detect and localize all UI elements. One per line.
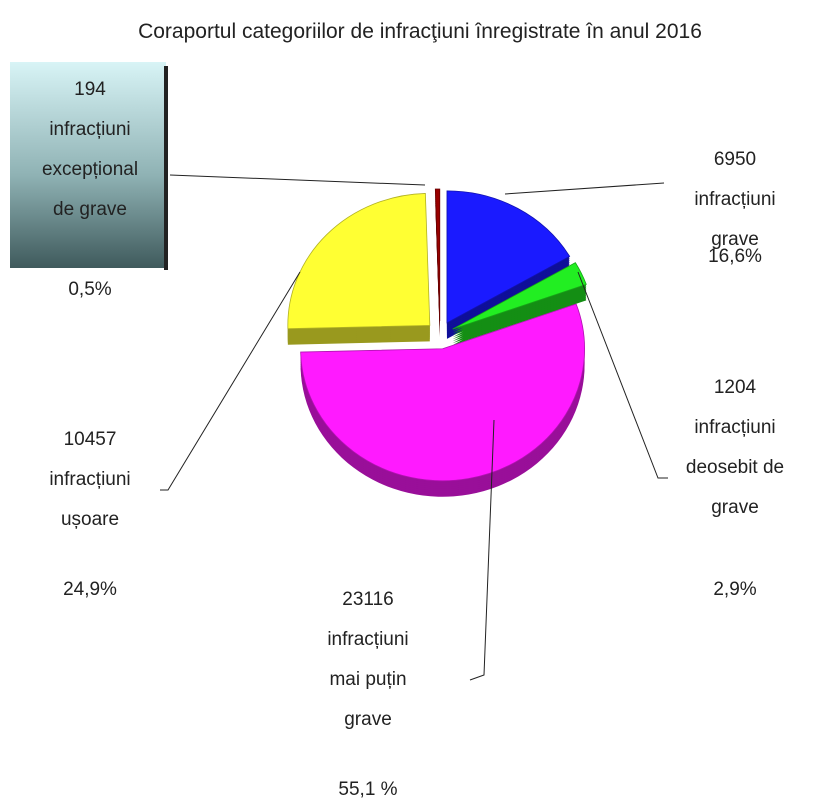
slice <box>287 193 431 330</box>
slice <box>300 303 585 482</box>
leader-line <box>469 419 495 681</box>
category-label: ușoare <box>61 509 119 530</box>
category-label: de grave <box>53 199 127 220</box>
category-label: excepțional <box>42 159 138 180</box>
category-label: grave <box>711 497 759 518</box>
category-label: infracțiuni <box>49 119 130 140</box>
leader-line <box>169 174 426 186</box>
label-box <box>10 62 166 268</box>
count-label: 1204 <box>714 377 757 398</box>
slice <box>452 262 587 330</box>
category-label: mai puțin <box>329 669 406 690</box>
chart-title: Coraportul categoriilor de infracţiuni î… <box>138 20 702 43</box>
slice <box>446 190 571 324</box>
leader-line <box>160 271 301 491</box>
category-label: infracțiuni <box>49 469 130 490</box>
percent-label: 2,9% <box>713 579 756 600</box>
category-label: grave <box>344 709 392 730</box>
count-label: 10457 <box>64 429 117 450</box>
percent-label: 0,5% <box>68 279 111 300</box>
leader-line <box>577 271 668 479</box>
category-label: infracțiuni <box>694 417 775 438</box>
leader-line <box>504 182 665 195</box>
percent-label: 16,6% <box>708 246 762 267</box>
percent-label: 24,9% <box>63 579 117 600</box>
category-label: deosebit de <box>686 457 784 478</box>
percent-label: 55,1 % <box>338 779 397 800</box>
count-label: 6950 <box>714 149 756 170</box>
category-label: infracțiuni <box>327 629 408 650</box>
count-label: 194 <box>74 79 106 100</box>
count-label: 23116 <box>342 589 393 610</box>
category-label: infracțiuni <box>694 189 775 210</box>
slice <box>434 188 441 322</box>
category-label: grave <box>711 229 759 250</box>
